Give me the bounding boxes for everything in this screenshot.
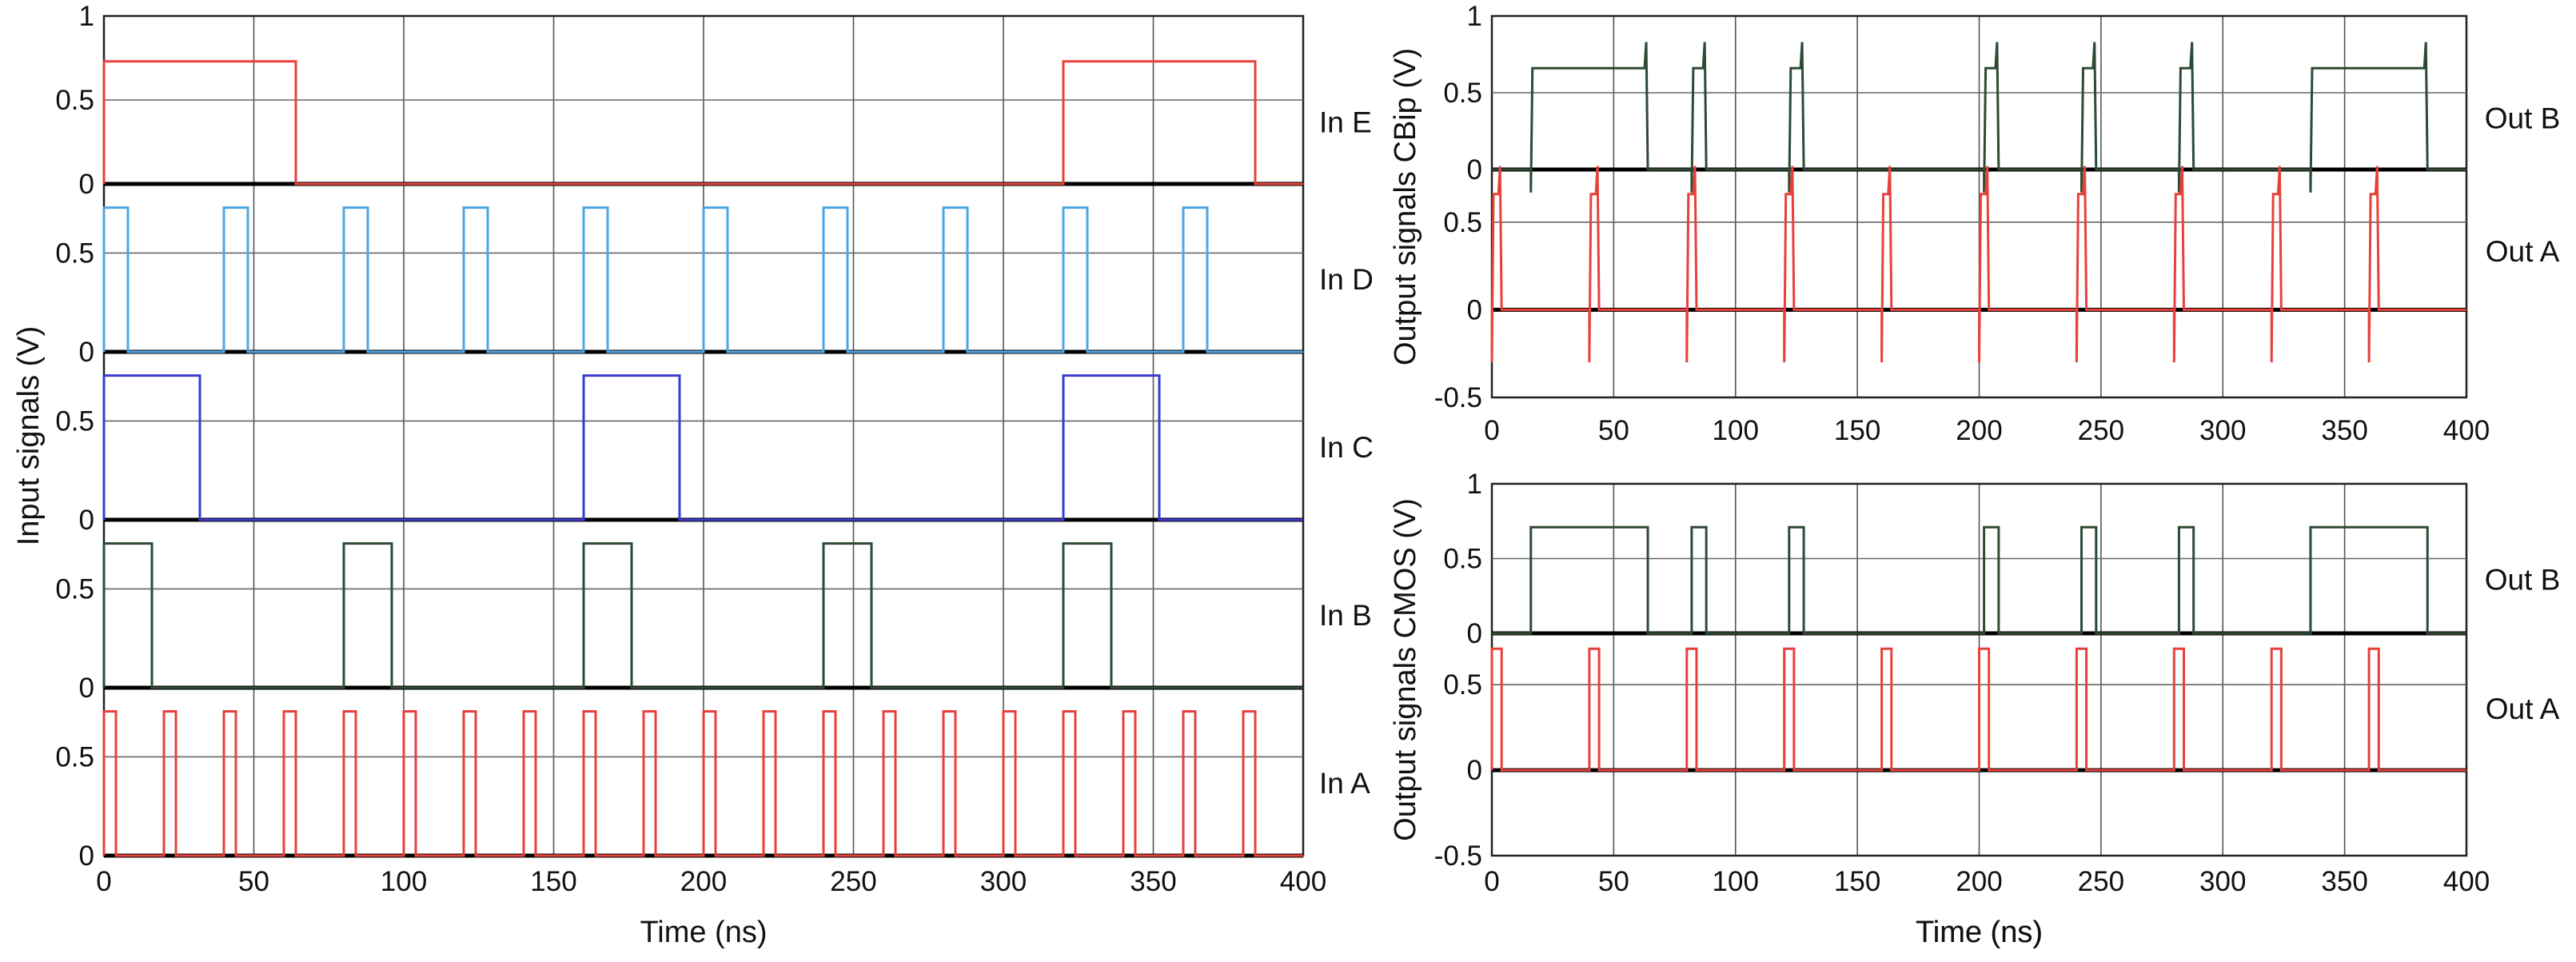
signal-trace <box>102 60 1303 186</box>
signal-label: In A <box>1319 767 1370 800</box>
y-tick-label: -0.5 <box>1434 840 1482 872</box>
y-tick-label: 0.5 <box>55 238 94 269</box>
y-tick-label: 0.5 <box>55 405 94 437</box>
x-tick-label: 200 <box>1956 415 2002 446</box>
x-tick-label: 150 <box>1834 415 1880 446</box>
signal-label: Out B <box>2485 564 2561 597</box>
y-axis-label: Input signals (V) <box>12 326 46 546</box>
y-tick-label: 0.5 <box>55 573 94 605</box>
signal-trace <box>1490 166 2466 363</box>
x-tick-label: 400 <box>1280 866 1326 897</box>
x-tick-label: 100 <box>1713 415 1759 446</box>
signal-label: In B <box>1319 599 1372 632</box>
y-tick-label: 0 <box>79 337 94 368</box>
signal-trace <box>1490 647 2466 772</box>
signal-label: Out A <box>2486 235 2560 268</box>
x-tick-label: 50 <box>1598 866 1629 897</box>
x-tick-label: 200 <box>680 866 727 897</box>
y-tick-label: 0.5 <box>55 741 94 772</box>
y-tick-label: 0 <box>79 169 94 200</box>
panel-in-d: 0.5 0 In D <box>55 206 1374 368</box>
y-tick-label: 1 <box>1467 1 1482 32</box>
x-tick-label: 350 <box>2321 866 2367 897</box>
signal-label: In E <box>1319 106 1372 138</box>
panel-out-a: 0.5 0 -0.5 Out A <box>1434 166 2560 413</box>
y-tick-label: 0 <box>1467 755 1482 786</box>
panel-in-a: 0.5 0 In A <box>55 710 1370 872</box>
signal-label: In D <box>1319 263 1374 296</box>
signal-label: In C <box>1319 431 1374 464</box>
x-tick-label: 0 <box>96 866 111 897</box>
y-tick-label: 0 <box>1467 618 1482 649</box>
x-axis-label: Time (ns) <box>640 916 767 949</box>
x-tick-label: 150 <box>1834 866 1880 897</box>
y-tick-label: 0 <box>79 505 94 536</box>
y-tick-label: 0.5 <box>1443 207 1482 238</box>
signal-trace <box>102 542 1303 689</box>
signal-label: Out B <box>2485 102 2561 135</box>
y-tick-label: 0.5 <box>1443 669 1482 701</box>
y-tick-label: 0 <box>79 840 94 872</box>
x-axis-label: Time (ns) <box>1916 916 2043 949</box>
panel-out-b: 1 0.5 0 Out B <box>1443 1 2560 193</box>
y-tick-label: 0.5 <box>1443 544 1482 575</box>
y-tick-label: -0.5 <box>1434 382 1482 413</box>
x-tick-label: 300 <box>2199 415 2246 446</box>
y-tick-label: 0.5 <box>55 85 94 116</box>
x-tick-label: 350 <box>2321 415 2367 446</box>
x-tick-label: 250 <box>830 866 876 897</box>
x-tick-label: 0 <box>1484 415 1499 446</box>
x-tick-label: 200 <box>1956 866 2002 897</box>
signal-label: Out A <box>2486 693 2560 725</box>
y-tick-label: 0 <box>1467 294 1482 325</box>
x-tick-label: 350 <box>1130 866 1176 897</box>
y-axis-label: Output signals CMOS (V) <box>1389 498 1422 841</box>
signal-trace <box>102 374 1303 521</box>
x-axis-label: Time (ns) <box>1916 916 2043 949</box>
x-tick-label: 250 <box>2078 866 2124 897</box>
plot-frame <box>1490 14 2468 399</box>
signal-trace <box>102 206 1303 353</box>
panel-out-a: 0.5 0 -0.5 Out A <box>1434 647 2560 872</box>
y-tick-label: 1 <box>79 1 94 32</box>
x-tick-label: 150 <box>530 866 576 897</box>
panel-out-b: 1 0.5 0 Out B <box>1443 469 2560 649</box>
y-axis-label: Output signals CBip (V) <box>1389 48 1422 365</box>
signal-trace <box>1492 42 2466 193</box>
x-tick-label: 300 <box>2199 866 2246 897</box>
x-tick-label: 250 <box>2078 415 2124 446</box>
x-tick-label: 50 <box>1598 415 1629 446</box>
x-tick-label: 400 <box>2443 415 2490 446</box>
panel-in-e: 1 0.5 0 In E <box>55 1 1371 200</box>
y-tick-label: 0.5 <box>1443 78 1482 109</box>
y-tick-label: 1 <box>1467 469 1482 500</box>
signal-trace <box>102 710 1303 857</box>
x-tick-label: 300 <box>980 866 1027 897</box>
y-tick-label: 0 <box>79 673 94 704</box>
x-tick-label: 100 <box>381 866 427 897</box>
x-tick-label: 400 <box>2443 866 2490 897</box>
x-tick-label: 100 <box>1713 866 1759 897</box>
input-signals-chart: 1 0.5 0 In E 0.5 0 In D 0.5 0 In C 0.5 0 In B 0.5 0 In … <box>12 1 1374 949</box>
x-tick-label: 0 <box>1484 866 1499 897</box>
x-tick-label: 50 <box>238 866 269 897</box>
panel-in-b: 0.5 0 In B <box>55 542 1372 704</box>
y-tick-label: 0 <box>1467 154 1482 186</box>
panel-in-c: 0.5 0 In C <box>55 374 1374 536</box>
signal-trace <box>1492 525 2466 635</box>
